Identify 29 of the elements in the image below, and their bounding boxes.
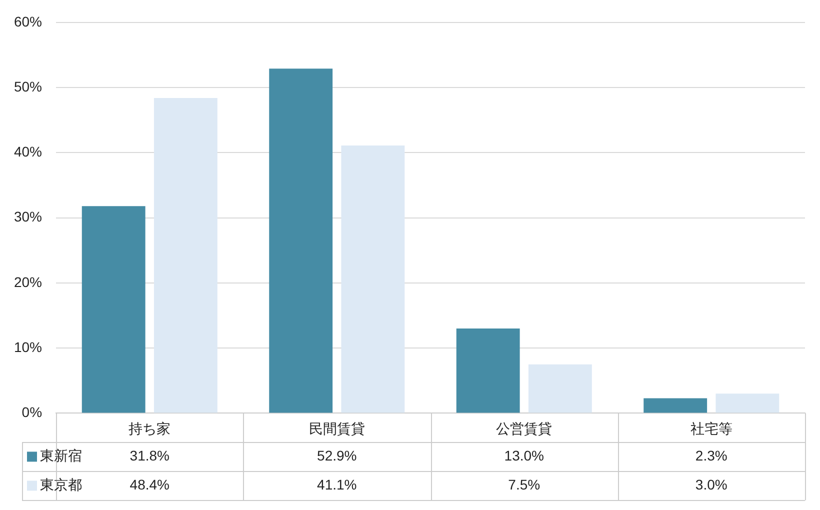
- y-tick-label: 60%: [14, 13, 42, 30]
- x-tick-label: 公営賃貸: [496, 420, 552, 436]
- y-tick-label: 30%: [14, 208, 42, 225]
- bar: [644, 398, 708, 413]
- bar: [528, 364, 592, 413]
- data-label: 41.1%: [317, 476, 357, 493]
- legend-label: 東京都: [40, 476, 82, 493]
- x-tick-label: 持ち家: [128, 420, 171, 436]
- bar: [154, 98, 218, 413]
- y-tick-label: 10%: [14, 338, 42, 355]
- data-label: 52.9%: [317, 448, 357, 464]
- data-label: 31.8%: [130, 448, 170, 464]
- x-tick-label: 社宅等: [690, 420, 732, 436]
- legend-label: 東新宿: [40, 448, 82, 464]
- y-tick-label: 20%: [14, 274, 42, 290]
- data-label: 13.0%: [504, 448, 544, 464]
- bar: [716, 394, 780, 413]
- data-label: 48.4%: [130, 476, 170, 493]
- bar: [269, 68, 333, 413]
- bar: [456, 328, 520, 413]
- data-label: 2.3%: [695, 448, 728, 464]
- y-tick-label: 0%: [22, 404, 42, 420]
- y-tick-label: 40%: [14, 144, 42, 160]
- y-tick-label: 50%: [14, 78, 42, 94]
- bar: [341, 146, 405, 413]
- data-label: 3.0%: [695, 476, 728, 493]
- data-label: 7.5%: [508, 476, 540, 493]
- bar: [82, 206, 146, 413]
- x-tick-label: 民間賃貸: [308, 420, 365, 436]
